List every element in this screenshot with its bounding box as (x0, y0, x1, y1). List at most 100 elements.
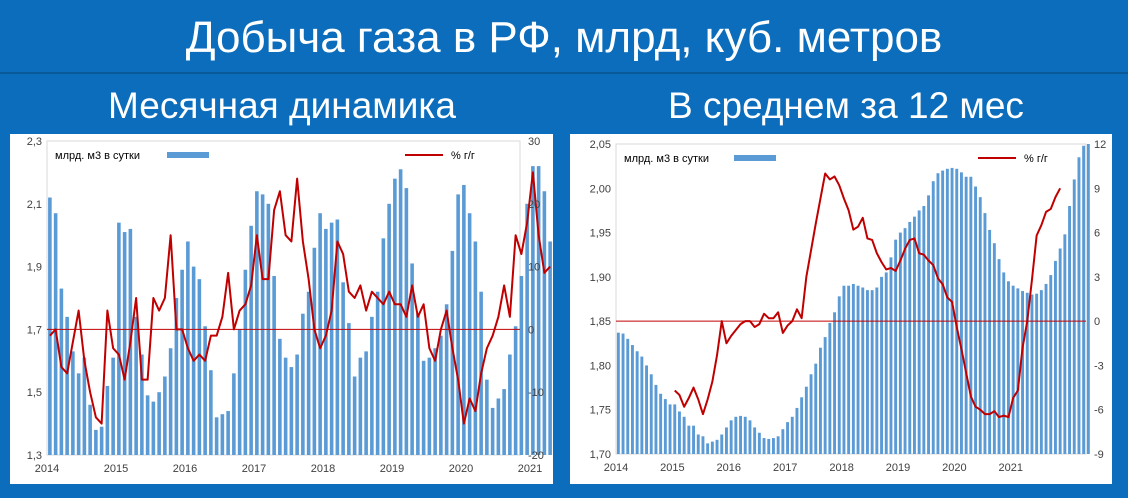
bar (410, 263, 414, 455)
bar (790, 416, 794, 454)
bar (94, 429, 98, 455)
bar (433, 348, 437, 455)
chart-panel-monthly: 1,3 1,5 1,7 1,9 2,1 2,3 -20 -10 0 10 20 30 2014 2015 2… (10, 134, 553, 484)
bar (729, 420, 733, 454)
bar (682, 416, 686, 454)
y-right-tick-label: 6 (1094, 228, 1100, 240)
bar (341, 282, 345, 455)
bar (318, 213, 322, 455)
x-tick-label: 2016 (717, 462, 741, 474)
bar (715, 439, 719, 454)
bar (692, 425, 695, 454)
bar (804, 386, 808, 454)
y-left-tick-label: 2,00 (590, 183, 611, 195)
bar (1044, 283, 1048, 454)
bar (621, 333, 625, 454)
bar (76, 373, 81, 455)
bar (272, 276, 276, 455)
x-tick-label: 2014 (35, 463, 59, 475)
bar (734, 416, 738, 454)
y-right-tick-label: -9 (1094, 449, 1104, 461)
y-left-tick-label: 1,85 (590, 316, 611, 328)
bar (743, 416, 747, 454)
bar (542, 191, 547, 456)
bar (1063, 234, 1067, 454)
bar (398, 169, 403, 455)
bar (706, 443, 710, 454)
bar (352, 376, 357, 455)
bar (1082, 145, 1086, 454)
bar (776, 436, 780, 454)
bar (462, 184, 466, 455)
y-left-tick-label: 2,05 (590, 139, 611, 151)
bar (513, 326, 518, 455)
bar (490, 407, 495, 455)
bar (678, 411, 681, 454)
bar (88, 404, 92, 455)
bar (508, 354, 512, 455)
bar (197, 279, 202, 455)
bar (828, 322, 832, 454)
bar (444, 304, 449, 455)
y-right-tick-label: 3 (1094, 272, 1100, 284)
bar (988, 229, 992, 454)
bar (856, 285, 860, 454)
bar (701, 436, 705, 454)
bar (1054, 260, 1057, 454)
bar (762, 438, 766, 454)
bar (1011, 285, 1015, 454)
bar (725, 427, 728, 454)
bar (659, 393, 663, 454)
bar (635, 351, 639, 454)
bar (312, 247, 317, 455)
bar (861, 287, 865, 454)
bar (393, 178, 397, 455)
bar (145, 395, 150, 455)
bar (237, 329, 242, 455)
bar (997, 259, 1001, 454)
legend-label-line: % г/г (451, 150, 475, 162)
bar (220, 414, 225, 455)
x-tick-label: 2019 (886, 462, 910, 474)
series-line-yoy (49, 171, 551, 425)
y-right-tick-label: -20 (528, 450, 544, 462)
bar (847, 285, 851, 454)
bar (931, 181, 935, 454)
bar (941, 170, 945, 454)
bar (654, 384, 658, 454)
bar (485, 379, 489, 455)
bar (467, 213, 472, 455)
bar (631, 345, 634, 454)
x-tick-label: 2021 (518, 463, 542, 475)
y-left-tick-label: 1,80 (590, 360, 611, 372)
y-left-tick-label: 2,1 (27, 199, 42, 211)
bar (209, 370, 213, 455)
bar (548, 241, 552, 455)
bar (157, 392, 161, 455)
page-title: Добыча газа в РФ, млрд, куб. метров (0, 0, 1128, 74)
bar (456, 194, 460, 455)
x-tick-label: 2020 (942, 462, 966, 474)
bar (502, 389, 506, 455)
bar (59, 288, 64, 455)
x-tick-label: 2015 (660, 462, 684, 474)
bar (668, 404, 672, 454)
bar (992, 243, 996, 454)
bar (913, 216, 916, 454)
bar (687, 425, 691, 454)
bar (71, 351, 75, 455)
x-tick-label: 2014 (604, 462, 628, 474)
bar (48, 197, 52, 455)
bar (884, 272, 888, 454)
bar (767, 438, 771, 454)
bar (978, 197, 982, 454)
bar (1039, 290, 1043, 454)
bar (748, 420, 752, 454)
bar (163, 376, 167, 455)
y-right-tick-label: 9 (1094, 183, 1100, 195)
bar (1002, 272, 1006, 454)
chart-12-month-average: 1,70 1,75 1,80 1,85 1,90 1,95 2,00 2,05 -9 -6 -3 0 3… (590, 139, 1107, 474)
x-tick-label: 2019 (380, 463, 404, 475)
bar (842, 285, 846, 454)
legend-swatch-bars (734, 155, 776, 161)
